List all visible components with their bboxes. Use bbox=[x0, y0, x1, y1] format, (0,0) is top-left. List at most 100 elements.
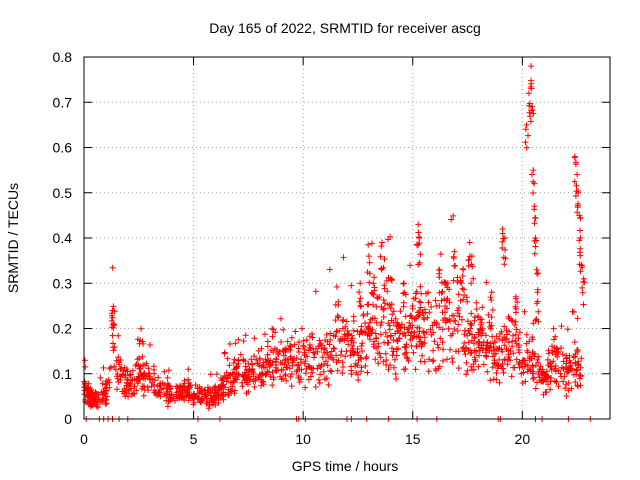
data-point bbox=[439, 288, 446, 295]
data-point bbox=[549, 349, 556, 356]
data-point bbox=[501, 261, 508, 268]
data-point bbox=[268, 347, 275, 354]
data-point bbox=[552, 351, 559, 358]
data-point bbox=[512, 309, 519, 316]
data-point bbox=[90, 397, 97, 404]
data-point bbox=[354, 349, 361, 356]
data-point bbox=[369, 290, 376, 297]
data-point bbox=[390, 337, 397, 344]
data-point bbox=[512, 318, 519, 325]
data-point bbox=[349, 345, 356, 352]
data-point bbox=[423, 290, 430, 297]
data-point bbox=[327, 367, 334, 374]
data-point bbox=[574, 347, 580, 354]
data-point bbox=[523, 121, 530, 128]
data-point bbox=[262, 331, 268, 338]
data-point bbox=[581, 279, 588, 286]
data-point bbox=[468, 337, 475, 344]
data-point bbox=[564, 326, 571, 333]
data-point bbox=[122, 374, 129, 381]
data-point bbox=[263, 371, 270, 378]
data-point bbox=[117, 377, 124, 383]
data-point bbox=[104, 393, 110, 400]
data-point bbox=[579, 284, 586, 291]
data-point bbox=[455, 305, 462, 311]
data-point bbox=[444, 295, 451, 302]
data-point bbox=[82, 384, 88, 391]
data-point bbox=[149, 379, 156, 386]
data-point bbox=[279, 360, 286, 367]
data-point bbox=[363, 355, 369, 362]
data-point bbox=[447, 332, 454, 339]
data-point bbox=[444, 356, 450, 363]
data-point bbox=[347, 352, 354, 359]
data-point bbox=[253, 356, 260, 363]
data-point bbox=[430, 347, 437, 354]
data-point bbox=[282, 357, 289, 364]
data-point bbox=[334, 313, 341, 319]
data-point bbox=[262, 372, 269, 379]
data-point bbox=[126, 372, 133, 379]
data-point bbox=[387, 305, 394, 312]
data-point bbox=[289, 362, 296, 369]
data-point bbox=[120, 390, 127, 397]
data-point bbox=[366, 279, 373, 286]
data-point bbox=[532, 385, 539, 392]
data-point bbox=[451, 248, 458, 255]
data-point bbox=[577, 252, 584, 259]
data-point bbox=[407, 262, 413, 269]
data-point bbox=[508, 373, 515, 380]
data-point bbox=[372, 330, 379, 337]
data-point bbox=[526, 355, 533, 362]
data-point bbox=[454, 327, 461, 334]
data-point bbox=[548, 363, 555, 370]
data-point bbox=[531, 206, 538, 213]
data-point bbox=[490, 376, 497, 383]
data-point bbox=[509, 338, 516, 345]
data-point bbox=[242, 332, 249, 339]
data-point bbox=[266, 361, 273, 368]
data-point bbox=[577, 235, 584, 241]
data-point bbox=[530, 320, 537, 327]
data-point bbox=[513, 331, 519, 338]
data-point bbox=[464, 367, 471, 374]
data-point bbox=[157, 389, 163, 396]
data-point bbox=[124, 368, 131, 375]
data-point bbox=[325, 354, 332, 361]
data-point bbox=[524, 347, 531, 354]
data-point bbox=[438, 297, 445, 304]
y-axis-label: SRMTID / TECUs bbox=[5, 183, 21, 293]
data-point bbox=[459, 346, 466, 352]
data-point bbox=[310, 349, 317, 356]
data-point bbox=[467, 347, 474, 354]
data-point bbox=[459, 316, 465, 323]
data-point bbox=[378, 265, 385, 272]
data-point bbox=[572, 161, 579, 168]
data-point bbox=[446, 286, 453, 293]
data-point bbox=[306, 363, 313, 370]
data-point bbox=[470, 361, 477, 368]
data-point bbox=[364, 332, 371, 339]
data-point bbox=[532, 243, 539, 250]
data-point bbox=[474, 313, 481, 320]
data-point bbox=[286, 342, 293, 349]
data-point bbox=[174, 395, 181, 402]
data-point bbox=[283, 377, 290, 384]
data-point bbox=[563, 369, 570, 376]
data-point bbox=[572, 379, 579, 385]
data-point bbox=[390, 348, 397, 355]
data-point bbox=[350, 327, 357, 334]
data-point bbox=[407, 336, 414, 343]
data-point bbox=[391, 356, 398, 363]
data-point bbox=[145, 365, 152, 372]
data-point bbox=[502, 255, 509, 262]
data-point bbox=[543, 389, 550, 396]
data-point bbox=[258, 382, 265, 389]
data-point bbox=[366, 319, 373, 326]
data-point bbox=[545, 374, 552, 381]
data-point bbox=[332, 317, 339, 324]
data-point bbox=[511, 322, 518, 328]
data-point bbox=[117, 357, 124, 363]
data-point bbox=[382, 350, 389, 357]
data-point bbox=[163, 390, 170, 397]
